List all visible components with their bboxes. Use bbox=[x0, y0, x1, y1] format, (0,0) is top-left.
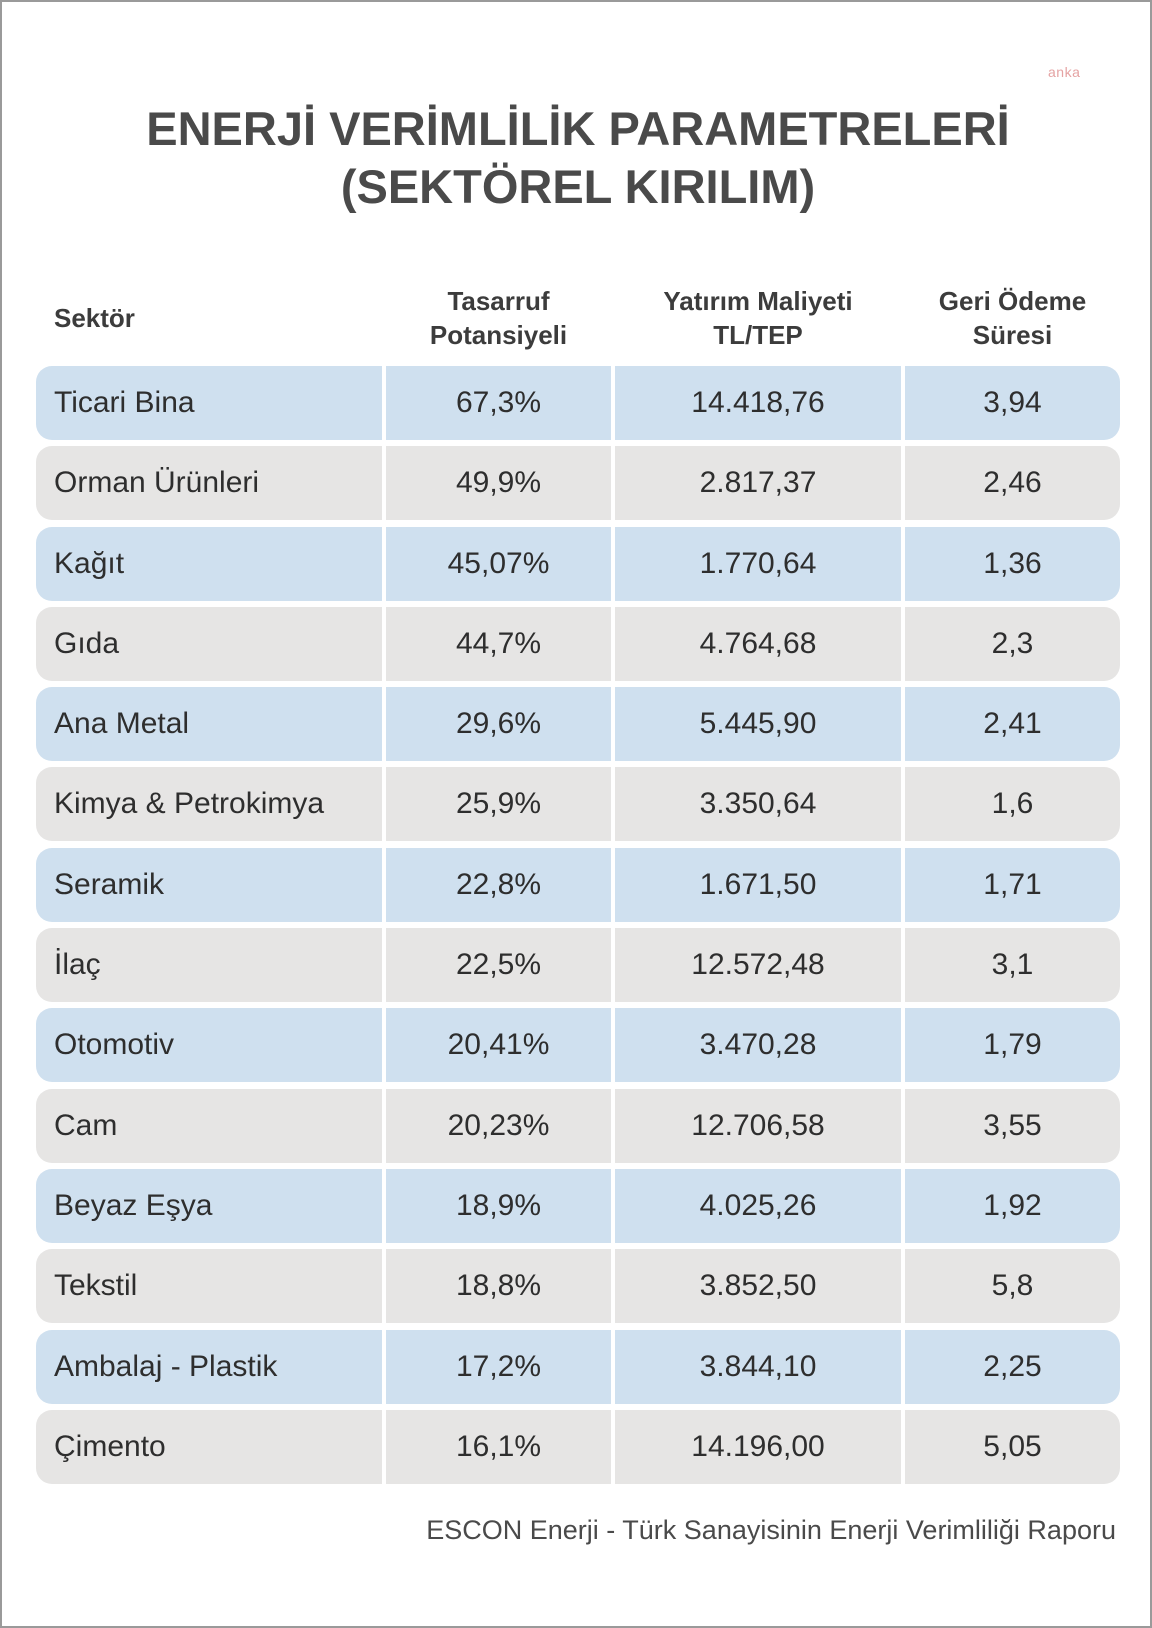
sector-cell: Beyaz Eşya bbox=[36, 1168, 382, 1243]
sector-cell: Ana Metal bbox=[36, 687, 382, 762]
table-header: Sektör Tasarruf Potansiyeli Yatırım Mali… bbox=[36, 280, 1120, 356]
column-header-payback: Geri Ödeme Süresi bbox=[938, 286, 1087, 350]
cost-cell: 1.671,50 bbox=[615, 847, 901, 922]
sector-cell: Cam bbox=[36, 1088, 382, 1163]
cost-cell: 1.770,64 bbox=[615, 526, 901, 601]
watermark-logo: anka bbox=[1048, 64, 1081, 80]
payback-cell: 3,1 bbox=[905, 928, 1120, 1003]
savings-cell: 49,9% bbox=[386, 446, 611, 521]
table-row: Tekstil 18,8% 3.852,50 5,8 bbox=[36, 1249, 1120, 1324]
payback-cell: 1,92 bbox=[905, 1168, 1120, 1243]
table-row: Cam 20,23% 12.706,58 3,55 bbox=[36, 1088, 1120, 1163]
table-body: Ticari Bina 67,3% 14.418,76 3,94 Orman Ü… bbox=[36, 366, 1120, 1490]
sector-cell: Orman Ürünleri bbox=[36, 446, 382, 521]
source-caption: ESCON Enerji - Türk Sanayisinin Enerji V… bbox=[426, 1515, 1116, 1545]
payback-cell: 3,55 bbox=[905, 1088, 1120, 1163]
table-row: Kağıt 45,07% 1.770,64 1,36 bbox=[36, 526, 1120, 601]
payback-cell: 1,71 bbox=[905, 847, 1120, 922]
column-header-savings: Tasarruf Potansiyeli bbox=[429, 286, 568, 350]
savings-cell: 16,1% bbox=[386, 1409, 611, 1484]
cost-cell: 14.418,76 bbox=[615, 366, 901, 440]
savings-cell: 29,6% bbox=[386, 687, 611, 762]
sector-cell: Otomotiv bbox=[36, 1008, 382, 1083]
payback-cell: 2,3 bbox=[905, 606, 1120, 681]
cost-cell: 3.470,28 bbox=[615, 1008, 901, 1083]
sector-cell: Kimya & Petrokimya bbox=[36, 767, 382, 842]
column-header-sector: Sektör bbox=[54, 303, 135, 333]
table-row: Ticari Bina 67,3% 14.418,76 3,94 bbox=[36, 366, 1120, 440]
payback-cell: 2,46 bbox=[905, 446, 1120, 521]
sector-cell: Ticari Bina bbox=[36, 366, 382, 440]
sector-cell: Tekstil bbox=[36, 1249, 382, 1324]
payback-cell: 1,6 bbox=[905, 767, 1120, 842]
sector-cell: Gıda bbox=[36, 606, 382, 681]
cost-cell: 4.025,26 bbox=[615, 1168, 901, 1243]
cost-cell: 3.844,10 bbox=[615, 1329, 901, 1404]
cost-cell: 12.572,48 bbox=[615, 928, 901, 1003]
table-row: Otomotiv 20,41% 3.470,28 1,79 bbox=[36, 1008, 1120, 1083]
savings-cell: 44,7% bbox=[386, 606, 611, 681]
savings-cell: 18,9% bbox=[386, 1168, 611, 1243]
savings-cell: 17,2% bbox=[386, 1329, 611, 1404]
title-line-2: (SEKTÖREL KIRILIM) bbox=[340, 160, 816, 213]
payback-cell: 2,25 bbox=[905, 1329, 1120, 1404]
payback-cell: 1,79 bbox=[905, 1008, 1120, 1083]
savings-cell: 20,23% bbox=[386, 1088, 611, 1163]
column-header-cost: Yatırım Maliyeti TL/TEP bbox=[663, 286, 853, 350]
table-row: Ana Metal 29,6% 5.445,90 2,41 bbox=[36, 687, 1120, 762]
savings-cell: 22,5% bbox=[386, 928, 611, 1003]
payback-cell: 1,36 bbox=[905, 526, 1120, 601]
page-title: ENERJİ VERİMLİLİK PARAMETRELERİ (SEKTÖRE… bbox=[2, 100, 1152, 216]
table-row: Orman Ürünleri 49,9% 2.817,37 2,46 bbox=[36, 446, 1120, 521]
sector-cell: Kağıt bbox=[36, 526, 382, 601]
title-line-1: ENERJİ VERİMLİLİK PARAMETRELERİ bbox=[146, 102, 1010, 155]
payback-cell: 2,41 bbox=[905, 687, 1120, 762]
table-row: Kimya & Petrokimya 25,9% 3.350,64 1,6 bbox=[36, 767, 1120, 842]
cost-cell: 4.764,68 bbox=[615, 606, 901, 681]
savings-cell: 18,8% bbox=[386, 1249, 611, 1324]
table-row: Ambalaj - Plastik 17,2% 3.844,10 2,25 bbox=[36, 1329, 1120, 1404]
payback-cell: 5,05 bbox=[905, 1409, 1120, 1484]
sector-cell: Seramik bbox=[36, 847, 382, 922]
savings-cell: 22,8% bbox=[386, 847, 611, 922]
table-row: Beyaz Eşya 18,9% 4.025,26 1,92 bbox=[36, 1168, 1120, 1243]
savings-cell: 20,41% bbox=[386, 1008, 611, 1083]
cost-cell: 14.196,00 bbox=[615, 1409, 901, 1484]
cost-cell: 3.350,64 bbox=[615, 767, 901, 842]
sector-cell: Çimento bbox=[36, 1409, 382, 1484]
cost-cell: 3.852,50 bbox=[615, 1249, 901, 1324]
table-row: Gıda 44,7% 4.764,68 2,3 bbox=[36, 606, 1120, 681]
table-row: Çimento 16,1% 14.196,00 5,05 bbox=[36, 1409, 1120, 1484]
payback-cell: 5,8 bbox=[905, 1249, 1120, 1324]
sector-cell: Ambalaj - Plastik bbox=[36, 1329, 382, 1404]
cost-cell: 12.706,58 bbox=[615, 1088, 901, 1163]
savings-cell: 67,3% bbox=[386, 366, 611, 440]
table-row: İlaç 22,5% 12.572,48 3,1 bbox=[36, 928, 1120, 1003]
cost-cell: 5.445,90 bbox=[615, 687, 901, 762]
savings-cell: 45,07% bbox=[386, 526, 611, 601]
sector-cell: İlaç bbox=[36, 928, 382, 1003]
table-row: Seramik 22,8% 1.671,50 1,71 bbox=[36, 847, 1120, 922]
savings-cell: 25,9% bbox=[386, 767, 611, 842]
payback-cell: 3,94 bbox=[905, 366, 1120, 440]
cost-cell: 2.817,37 bbox=[615, 446, 901, 521]
